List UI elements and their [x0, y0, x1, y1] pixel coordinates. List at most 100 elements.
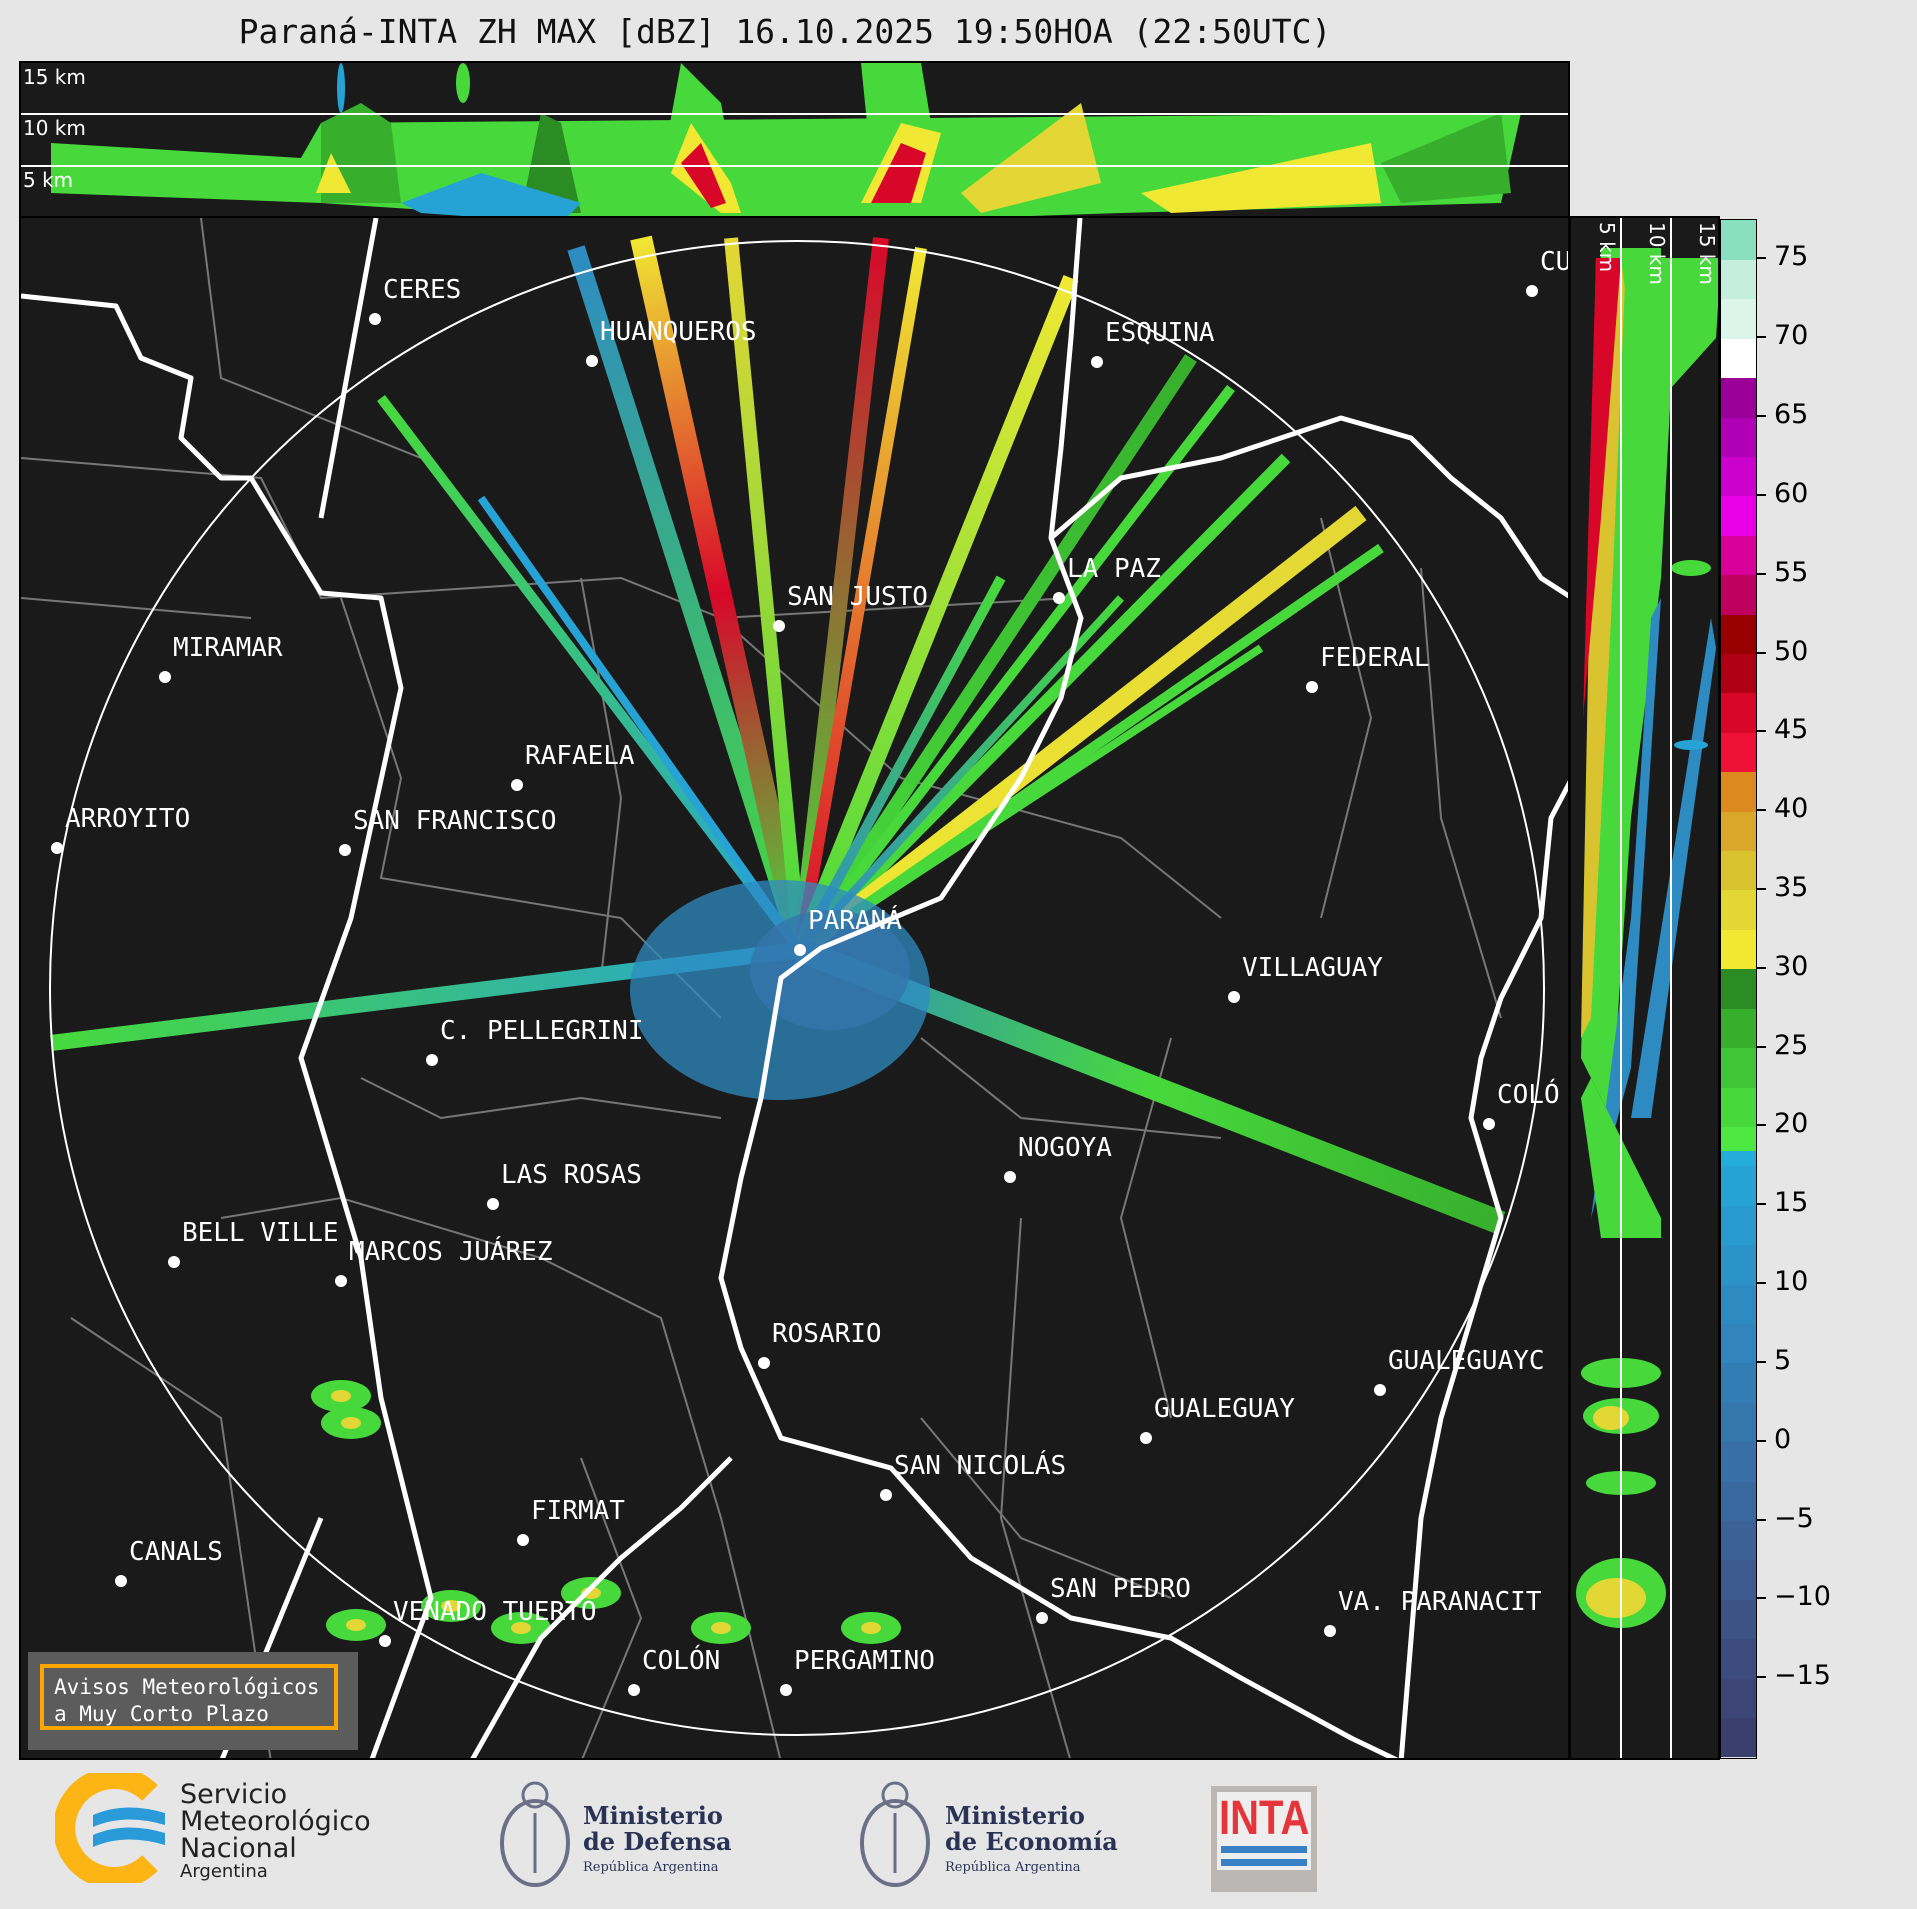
altitude-label: 10 km — [23, 116, 86, 140]
radar-echo-ray — [792, 237, 889, 951]
colorbar-segment — [1721, 968, 1756, 1009]
colorbar-segment — [1721, 929, 1756, 970]
avisos-link[interactable]: Avisos Meteorológicos a Muy Corto Plazo — [40, 1664, 338, 1730]
city-label: NOGOYA — [1018, 1133, 1112, 1163]
city-label: SAN JUSTO — [787, 582, 928, 612]
radar-echo-ray — [377, 394, 804, 954]
storm-cell-core — [441, 1600, 461, 1612]
colorbar-segment — [1721, 220, 1756, 260]
smn-line1: Servicio — [180, 1779, 288, 1810]
colorbar-segment — [1721, 1402, 1756, 1443]
city-label: ARROYITO — [65, 804, 191, 834]
radar-echo-ray — [797, 644, 1264, 954]
colorbar-segment — [1721, 259, 1756, 300]
radar-echo-ray — [477, 495, 804, 953]
city-marker — [511, 779, 523, 791]
altitude-label: 15 km — [23, 65, 86, 89]
city-marker — [794, 944, 806, 956]
colorbar-tick-label: 75 — [1774, 241, 1809, 273]
colorbar-tick — [1757, 1439, 1766, 1442]
colorbar-segment — [1721, 377, 1756, 418]
storm-cell-core — [346, 1619, 366, 1631]
colorbar-tick — [1757, 887, 1766, 890]
colorbar-tick-label: 45 — [1774, 714, 1809, 746]
city-label: HUANQUEROS — [600, 317, 757, 347]
smn-line2: Meteorológico — [180, 1806, 371, 1837]
city-label: VILLAGUAY — [1242, 953, 1383, 983]
colorbar-segment — [1721, 1087, 1756, 1127]
range-ring — [49, 240, 1545, 1736]
city-marker — [1004, 1171, 1016, 1183]
colorbar-segment — [1721, 298, 1756, 339]
city-marker — [1374, 1384, 1386, 1396]
inta-wordmark: INTA — [1219, 1792, 1310, 1845]
colorbar-tick — [1757, 336, 1766, 339]
colorbar-tick-label: 35 — [1774, 871, 1809, 903]
radar-echo-ray — [797, 595, 1124, 953]
province-boundary-or-river — [1049, 415, 1568, 599]
colorbar-segment — [1721, 338, 1756, 379]
colorbar-tick — [1757, 493, 1766, 496]
city-marker — [1053, 592, 1065, 604]
city-marker — [168, 1256, 180, 1268]
smn-line4: Argentina — [180, 1861, 268, 1882]
colorbar-tick-label: −15 — [1774, 1660, 1831, 1692]
defensa-line3: República Argentina — [583, 1860, 719, 1875]
city-label: LA PAZ — [1067, 554, 1161, 584]
colorbar-tick-label: 40 — [1774, 793, 1809, 825]
city-marker — [1036, 1612, 1048, 1624]
radar-echo-ray — [796, 384, 1235, 954]
city-marker — [628, 1684, 640, 1696]
city-label: BELL VILLE — [182, 1218, 339, 1248]
top-cross-section-echoes — [51, 63, 1521, 216]
city-label: MIRAMAR — [173, 633, 283, 663]
colorbar-segment — [1721, 1126, 1756, 1151]
department-border — [580, 577, 623, 979]
city-label: PERGAMINO — [794, 1646, 935, 1676]
colorbar-segment — [1721, 1520, 1756, 1561]
colorbar-tick — [1757, 1124, 1766, 1127]
city-marker — [758, 1357, 770, 1369]
city-marker — [335, 1275, 347, 1287]
city-marker — [517, 1534, 529, 1546]
city-label: PARANÁ — [808, 906, 902, 936]
colorbar-segment — [1721, 732, 1756, 773]
city-label: COLÓ — [1497, 1080, 1560, 1110]
city-label: FEDERAL — [1320, 643, 1430, 673]
colorbar-tick-label: 15 — [1774, 1187, 1809, 1219]
colorbar-tick — [1757, 257, 1766, 260]
radar-map[interactable]: CERES HUANQUEROS ESQUINA CU SAN JUSTO LA PAZ M… — [19, 216, 1570, 1760]
storm-cell-core — [331, 1390, 351, 1402]
city-label: SAN PEDRO — [1050, 1574, 1191, 1604]
colorbar-segment — [1721, 850, 1756, 891]
colorbar-tick — [1757, 1203, 1766, 1206]
city-marker — [773, 620, 785, 632]
avisos-box[interactable]: Avisos Meteorológicos a Muy Corto Plazo — [28, 1652, 358, 1750]
colorbar-segment — [1721, 1047, 1756, 1088]
smn-emblem-icon — [53, 1767, 165, 1889]
city-marker — [1526, 285, 1538, 297]
colorbar-tick — [1757, 651, 1766, 654]
colorbar-tick-label: 25 — [1774, 1029, 1809, 1061]
colorbar-segment — [1721, 614, 1756, 654]
storm-cell-core — [341, 1417, 361, 1429]
city-label: SAN NICOLÁS — [894, 1451, 1067, 1481]
colorbar-segment — [1721, 1362, 1756, 1403]
smn-logo: Servicio Meteorológico Nacional Argentin… — [53, 1767, 371, 1889]
radar-echo-ray — [794, 354, 1197, 954]
dbz-colorbar — [1720, 219, 1757, 1759]
defensa-line2: de Defensa — [583, 1827, 732, 1856]
city-marker — [1483, 1118, 1495, 1130]
radar-echo-ray — [724, 237, 807, 951]
altitude-label: 5 km — [1595, 222, 1619, 273]
economia-line3: República Argentina — [945, 1860, 1081, 1875]
top-cross-section-panel: 15 km 10 km 5 km — [19, 61, 1570, 218]
national-coat-of-arms-icon — [500, 1781, 570, 1887]
province-boundary-or-river — [718, 218, 1399, 1758]
colorbar-tick-label: 10 — [1774, 1266, 1809, 1298]
colorbar-segment — [1721, 653, 1756, 694]
city-label: LAS ROSAS — [501, 1160, 642, 1190]
altitude-label: 10 km — [1645, 222, 1669, 285]
city-marker — [115, 1575, 127, 1587]
radar-map-layer — [21, 218, 1568, 1758]
